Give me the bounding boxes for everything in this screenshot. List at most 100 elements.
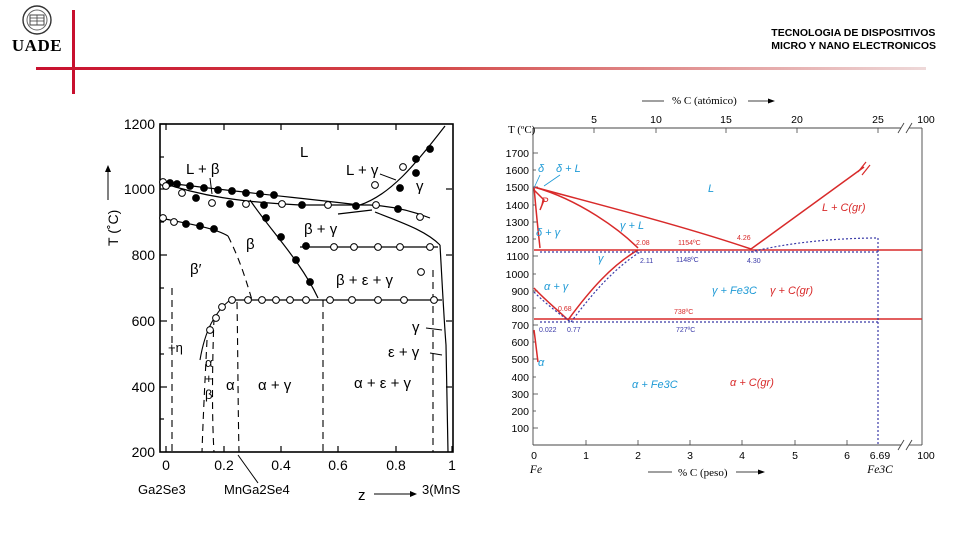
fe-c-temp-738: 738ºC <box>674 309 693 316</box>
fe-c-region-delta: δ <box>538 163 545 175</box>
fe-c-region-delta-gamma: δ + γ <box>536 227 562 239</box>
course-title: TECNOLOGIA DE DISPOSITIVOS MICRO Y NANO … <box>771 27 936 53</box>
right-axis-breaks <box>897 122 913 451</box>
fe-c-point-2-11: 2.11 <box>640 258 653 265</box>
header-rule-vertical <box>72 10 75 94</box>
right-x-axis-arrowhead <box>758 469 765 475</box>
fe-c-region-gamma: γ <box>598 253 605 265</box>
fe-c-point-0-77: 0.77 <box>567 327 581 334</box>
left-x-tick-label: 0.4 <box>271 457 291 473</box>
left-region-L-beta: L + β <box>186 161 220 178</box>
fe-c-point-0-022: 0.022 <box>539 327 557 334</box>
left-mid-compound-leader <box>237 454 259 484</box>
top-tick-label: 25 <box>872 114 884 126</box>
top-tick-label: 15 <box>720 114 732 126</box>
right-x-tick-label: 6.69 <box>870 450 891 462</box>
left-x-right-compound: 3(MnSe) <box>422 482 460 497</box>
left-region-alpha-gamma: α + γ <box>258 377 292 394</box>
fe-c-region-alpha: α <box>538 357 545 369</box>
right-y-tick-label: 300 <box>511 389 529 401</box>
left-data-markers <box>159 145 438 334</box>
top-tick-label: 10 <box>650 114 662 126</box>
top-tick-label: 20 <box>791 114 803 126</box>
right-y-tick-marks <box>533 128 879 445</box>
left-region-alpha-small: α <box>205 355 213 370</box>
left-region-beta-gamma: β + γ <box>304 221 338 238</box>
left-y-tick-label: 800 <box>132 247 156 263</box>
right-x-tick-label: 2 <box>635 450 641 462</box>
left-x-tick-label: 1 <box>448 457 456 473</box>
fe-c-region-alpha-C: α + C(gr) <box>730 377 774 389</box>
left-x-tick-label: 0.2 <box>214 457 234 473</box>
fe-c-region-gamma-C: γ + C(gr) <box>770 285 813 297</box>
right-y-tick-label: 600 <box>511 337 529 349</box>
left-region-plus: + <box>205 371 213 386</box>
right-y-tick-label: 700 <box>511 320 529 332</box>
right-x-tick-label: 100 <box>917 450 935 462</box>
fe-c-break-mark <box>857 161 871 176</box>
left-y-axis-label: T (˚C) <box>105 210 121 246</box>
fe-c-label-leaders <box>533 174 561 189</box>
top-tick-label: 5 <box>591 114 597 126</box>
top-axis-label: % C (atómico) <box>672 95 737 107</box>
right-y-tick-label: 400 <box>511 372 529 384</box>
right-y-tick-label: 1400 <box>506 200 530 212</box>
fe-c-metastable-lines <box>533 237 879 445</box>
left-x-axis-arrowhead <box>410 491 417 497</box>
right-x-tick-label: 5 <box>792 450 798 462</box>
fe-c-point-0-68: 0.68 <box>558 306 572 313</box>
left-x-tick-label: 0 <box>162 457 170 473</box>
fe-c-stable-lines <box>533 166 922 363</box>
top-tick-label: 100 <box>917 114 935 126</box>
left-y-tick-label: 200 <box>132 444 156 460</box>
right-x-tick-label: 3 <box>687 450 693 462</box>
left-region-alpha: α <box>226 377 235 394</box>
left-region-beta-eps-gamma: β + ε + γ <box>336 272 394 289</box>
right-x-tick-label: 0 <box>531 450 537 462</box>
right-x-right-label: Fe3C <box>866 464 893 476</box>
fe-c-region-L-C: L + C(gr) <box>822 202 866 214</box>
left-x-tick-label: 0.6 <box>328 457 348 473</box>
fe-c-temp-1148: 1148ºC <box>676 257 699 264</box>
fe-c-point-2-08: 2.08 <box>636 240 650 247</box>
top-axis-arrowhead <box>768 98 775 104</box>
ga2se3-mnse-phase-diagram: 1200 1000 800 600 400 200 T (˚C) 0 0.2 0… <box>105 116 460 504</box>
left-alpha-boundary <box>199 299 231 361</box>
left-region-eps-gamma: ε + γ <box>388 344 420 361</box>
brand-name: UADE <box>11 36 63 55</box>
left-y-tick-label: 400 <box>132 379 156 395</box>
left-region-gamma-right: γ <box>412 319 420 336</box>
right-y-tick-label: 1200 <box>506 234 530 246</box>
left-region-eta: +η <box>168 340 183 355</box>
left-label-leaders <box>209 173 443 356</box>
left-region-alpha-eps-gamma: α + ε + γ <box>354 375 412 392</box>
right-x-tick-label: 1 <box>583 450 589 462</box>
left-y-axis-arrowhead <box>105 165 111 172</box>
left-x-axis-label: z <box>358 487 366 504</box>
fe-c-region-gamma-Fe3C: γ + Fe3C <box>712 285 757 297</box>
left-y-tick-label: 1200 <box>124 116 155 132</box>
right-y-tick-label: 900 <box>511 286 529 298</box>
left-x-tick-label: 0.8 <box>386 457 406 473</box>
right-y-tick-label: 800 <box>511 303 529 315</box>
left-region-L: L <box>300 144 308 161</box>
header-rule-horizontal <box>36 67 926 70</box>
right-x-tick-label: 6 <box>844 450 850 462</box>
right-x-left-label: Fe <box>529 464 542 476</box>
left-x-mid-compound: MnGa2Se4 <box>224 482 290 497</box>
fe-c-region-alpha-gamma: α + γ <box>544 281 570 293</box>
right-y-tick-label: 1000 <box>506 269 530 281</box>
left-region-L-gamma: L + γ <box>346 162 379 179</box>
right-x-tick-label: 4 <box>739 450 745 462</box>
fe-c-temp-727: 727ºC <box>676 327 695 334</box>
right-y-tick-label: 1100 <box>506 251 529 263</box>
right-y-tick-label: 500 <box>511 354 529 366</box>
right-y-axis-label: T (ºC) <box>508 124 536 136</box>
fe-c-temp-1154: 1154ºC <box>678 240 701 247</box>
right-y-tick-label: 1700 <box>506 148 530 160</box>
uade-logo <box>22 5 52 35</box>
right-y-tick-label: 1500 <box>506 182 530 194</box>
fe-c-point-4-30: 4.30 <box>747 258 761 265</box>
left-y-tick-label: 600 <box>132 313 156 329</box>
left-y-tick-label: 1000 <box>124 181 155 197</box>
